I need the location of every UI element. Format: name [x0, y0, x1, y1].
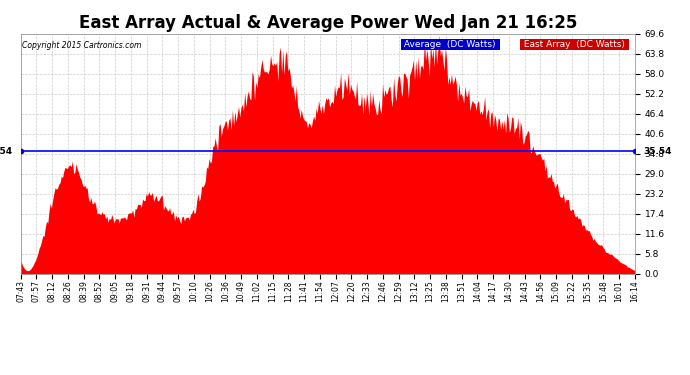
Text: 35.54: 35.54 — [643, 147, 671, 156]
Text: East Array  (DC Watts): East Array (DC Watts) — [521, 40, 628, 49]
Text: Copyright 2015 Cartronics.com: Copyright 2015 Cartronics.com — [22, 41, 141, 50]
Text: Average  (DC Watts): Average (DC Watts) — [402, 40, 499, 49]
Text: +35.54: +35.54 — [0, 147, 12, 156]
Title: East Array Actual & Average Power Wed Jan 21 16:25: East Array Actual & Average Power Wed Ja… — [79, 14, 577, 32]
